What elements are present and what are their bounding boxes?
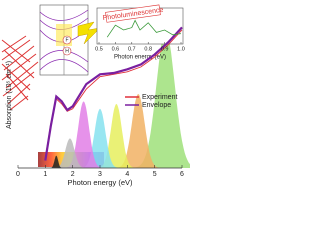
component-peak bbox=[59, 101, 109, 168]
component-peak bbox=[75, 108, 125, 168]
component-peak bbox=[124, 29, 190, 168]
lightning-bolt bbox=[77, 21, 101, 45]
data-line bbox=[44, 26, 183, 161]
x-tick-label: 4 bbox=[125, 171, 129, 178]
data-line bbox=[44, 29, 183, 159]
pl-title-box bbox=[105, 4, 161, 23]
legend-label: Envelope bbox=[142, 102, 171, 109]
x-tick-label: 5 bbox=[153, 171, 157, 178]
band-marker bbox=[62, 46, 72, 56]
x-tick-label: 0.7 bbox=[128, 46, 136, 52]
x-tick-label: 0.6 bbox=[112, 46, 120, 52]
x-tick-label: 1.0 bbox=[177, 46, 185, 52]
band-label: F bbox=[65, 37, 68, 43]
x-tick-label: 0.8 bbox=[144, 46, 152, 52]
x-tick-label: 2 bbox=[71, 171, 75, 178]
x-tick-label: 0.5 bbox=[95, 46, 103, 52]
x-tick-label: 0.9 bbox=[161, 46, 169, 52]
band-marker bbox=[62, 35, 72, 45]
x-axis-label: Photon energy (eV) bbox=[67, 178, 133, 187]
pl-x-label: Photon energy (eV) bbox=[114, 55, 166, 61]
x-tick-label: 1 bbox=[43, 171, 47, 178]
figure: Absorption (10⁵ cm⁻¹) Photon energy (eV)… bbox=[1, 4, 190, 187]
component-peak bbox=[49, 138, 91, 168]
component-peak bbox=[109, 94, 167, 168]
x-tick-label: 3 bbox=[98, 171, 102, 178]
x-tick-label: 0 bbox=[16, 171, 20, 178]
component-peak bbox=[91, 103, 141, 168]
x-tick-label: 6 bbox=[180, 171, 184, 178]
band-label: H bbox=[65, 48, 69, 54]
legend-label: Experiment bbox=[142, 94, 177, 101]
red-scribble bbox=[1, 35, 39, 111]
y-axis-label: Absorption (10⁵ cm⁻¹) bbox=[6, 61, 13, 129]
data-line bbox=[106, 19, 182, 38]
component-peak bbox=[48, 155, 65, 168]
